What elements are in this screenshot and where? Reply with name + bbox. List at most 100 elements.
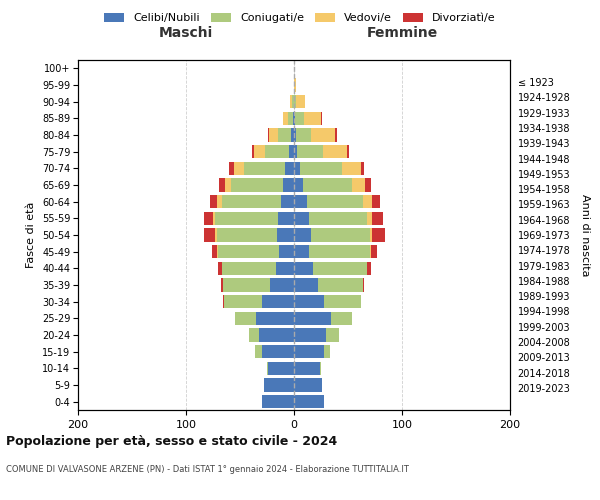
Bar <box>302 178 352 192</box>
Bar <box>294 345 324 358</box>
Bar <box>311 128 335 141</box>
Bar <box>283 178 294 192</box>
Bar <box>320 362 321 375</box>
Bar <box>254 145 265 158</box>
Bar <box>294 362 320 375</box>
Bar <box>294 112 295 125</box>
Bar <box>324 295 361 308</box>
Bar <box>307 195 363 208</box>
Bar <box>294 262 313 275</box>
Bar <box>294 295 324 308</box>
Bar <box>301 162 341 175</box>
Bar <box>294 162 301 175</box>
Bar <box>304 112 321 125</box>
Text: Popolazione per età, sesso e stato civile - 2024: Popolazione per età, sesso e stato civil… <box>6 435 337 448</box>
Bar <box>324 345 329 358</box>
Bar <box>294 212 309 225</box>
Bar <box>294 145 297 158</box>
Text: Femmine: Femmine <box>367 26 437 40</box>
Bar <box>262 395 294 408</box>
Bar <box>363 278 364 291</box>
Legend: Celibi/Nubili, Coniugati/e, Vedovi/e, Divorziatì/e: Celibi/Nubili, Coniugati/e, Vedovi/e, Di… <box>100 8 500 28</box>
Bar <box>270 278 294 291</box>
Bar <box>294 178 302 192</box>
Bar <box>244 162 286 175</box>
Bar <box>262 345 294 358</box>
Bar <box>367 212 372 225</box>
Bar <box>218 245 279 258</box>
Bar <box>294 195 307 208</box>
Bar <box>278 128 291 141</box>
Bar <box>323 145 347 158</box>
Bar <box>297 145 323 158</box>
Bar <box>294 95 296 108</box>
Bar <box>215 212 278 225</box>
Bar <box>372 228 385 241</box>
Y-axis label: Anni di nascita: Anni di nascita <box>580 194 590 276</box>
Bar <box>268 362 294 375</box>
Bar <box>291 128 294 141</box>
Bar <box>232 178 283 192</box>
Bar <box>292 95 294 108</box>
Bar <box>217 245 218 258</box>
Bar <box>221 262 275 275</box>
Bar <box>262 295 294 308</box>
Bar <box>361 162 364 175</box>
Bar <box>313 262 367 275</box>
Bar <box>224 295 262 308</box>
Bar <box>367 262 371 275</box>
Bar <box>205 228 215 241</box>
Bar <box>294 78 296 92</box>
Bar <box>215 228 217 241</box>
Bar <box>295 112 304 125</box>
Bar <box>205 212 213 225</box>
Bar <box>372 195 380 208</box>
Bar <box>309 245 370 258</box>
Bar <box>268 128 269 141</box>
Bar <box>220 178 225 192</box>
Bar <box>218 262 221 275</box>
Bar <box>233 162 244 175</box>
Bar <box>296 95 305 108</box>
Bar <box>370 245 371 258</box>
Bar <box>294 312 331 325</box>
Bar <box>294 228 311 241</box>
Bar <box>372 212 383 225</box>
Bar <box>309 212 367 225</box>
Bar <box>278 212 294 225</box>
Bar <box>341 162 361 175</box>
Bar <box>223 295 224 308</box>
Bar <box>287 112 293 125</box>
Bar <box>365 178 371 192</box>
Bar <box>318 278 363 291</box>
Bar <box>264 378 294 392</box>
Bar <box>293 112 294 125</box>
Bar <box>221 278 223 291</box>
Bar <box>252 145 254 158</box>
Bar <box>229 162 233 175</box>
Bar <box>294 245 309 258</box>
Bar <box>210 195 217 208</box>
Bar <box>363 195 372 208</box>
Bar <box>370 228 372 241</box>
Bar <box>335 128 337 141</box>
Bar <box>217 228 277 241</box>
Bar <box>223 278 270 291</box>
Bar <box>255 345 262 358</box>
Bar <box>259 328 294 342</box>
Bar <box>217 195 221 208</box>
Bar <box>281 195 294 208</box>
Bar <box>213 212 215 225</box>
Bar <box>235 312 256 325</box>
Bar <box>347 145 349 158</box>
Bar <box>275 262 294 275</box>
Bar <box>286 162 294 175</box>
Bar <box>294 395 324 408</box>
Bar <box>265 145 289 158</box>
Bar <box>352 178 365 192</box>
Bar <box>289 145 294 158</box>
Y-axis label: Fasce di età: Fasce di età <box>26 202 37 268</box>
Bar <box>256 312 294 325</box>
Bar <box>326 328 340 342</box>
Bar <box>267 362 268 375</box>
